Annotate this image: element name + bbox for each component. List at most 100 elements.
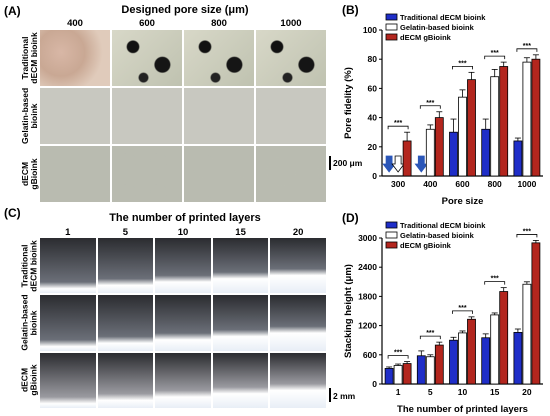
panel-a-image-r2-c2 [184,146,254,202]
panel-a-column-0: 400 [67,18,83,29]
chart-b-sig-bracket-1 [419,105,441,109]
panel-a-image-r0-c3 [256,30,326,86]
chart-b-sig-bracket-3 [484,55,506,60]
chart-b-legend-swatch-1 [385,23,398,31]
chart-d-x-axis-label: The number of printed layers [397,404,528,415]
chart-d-bar-2-2 [467,318,476,385]
chart-b-legend-label-1: Gelatin-based bioink [400,23,475,32]
chart-b-y-tick-label-2: 40 [368,113,378,123]
panel-c-image-r1-c2 [155,295,211,351]
panel-a-label: (A) [4,4,21,18]
panel-a-column-3: 1000 [280,18,302,29]
chart-b-sig-label-3: *** [491,50,499,57]
chart-b-bar-2-2 [467,79,476,177]
panel-c-column-1: 5 [122,227,129,238]
panel-c-column-4: 20 [292,227,304,238]
chart-d-y-tick-label-3: 1800 [358,291,377,301]
chart-b-panel-label: (B) [342,3,359,17]
panel-a-image-r0-c2 [184,30,254,86]
chart-d-x-tick-label-2: 10 [458,387,468,397]
chart-b-zero-arrow-0-0 [382,155,396,173]
chart-b-y-tick-label-1: 20 [368,142,378,152]
chart-d-bar-0-1 [416,355,426,385]
chart-b-bar-1-1 [425,128,435,177]
chart-b-bar-1-3 [490,76,500,177]
chart-b-bar-0-3 [481,128,491,177]
chart-d-y-tick-label-0: 0 [372,379,377,389]
panel-a-image-r1-c3 [256,88,326,144]
panel-a-row-label-2: dECM gBioink [20,158,39,190]
chart-d-legend-swatch-2 [385,241,398,249]
panel-a-column-2: 800 [211,18,227,29]
panel-c-image-r1-c1 [97,295,154,351]
chart-b-legend-label-0: Traditional dECM bioink [400,13,486,22]
chart-b-y-tick-label-3: 60 [368,83,378,93]
scale-bar-c-label: 2 mm [333,391,356,401]
chart-d-y-tick-label-4: 2400 [358,262,377,272]
chart-d-bar-2-4 [531,242,541,385]
panel-a-row-label-0: Traditional dECM bioink [20,32,39,84]
panel-c-image-r2-c2 [155,352,211,408]
panel-c-image-r0-c0 [40,238,96,294]
chart-d-bar-0-2 [449,339,458,385]
chart-d-bar-1-2 [458,332,467,385]
chart-b-bar-2-0 [402,140,412,177]
chart-b-bar-2-4 [531,58,541,177]
chart-b-sig-label-0: *** [394,120,402,127]
panel-c-image-r2-c0 [40,352,96,408]
chart-b-zero-arrow-1-0 [391,155,405,173]
chart-d-bar-1-3 [490,314,500,385]
chart-b-legend-swatch-2 [385,33,398,41]
chart-d-legend-label-1: Gelatin-based bioink [400,231,475,240]
chart-d-sig-bracket-1 [419,335,441,340]
panel-c-image-r2-c3 [212,352,269,408]
panel-c-image-r0-c2 [155,238,211,294]
panel-c-row-label-0: Traditional dECM bioink [19,239,39,292]
panel-c-image-r0-c4 [270,238,326,294]
pore-fidelity-chart: (B) 0 20 40 60 80 100 Pore fidelity (%) Pore siz… [342,3,543,207]
chart-d-y-tick-label-2: 1200 [358,321,377,331]
chart-d-sig-label-4: *** [523,228,531,235]
chart-b-sig-bracket-2 [452,65,473,70]
panel-a-image-r1-c1 [112,88,182,144]
chart-d-legend-label-0: Traditional dECM bioink [400,221,486,230]
chart-d-sig-bracket-4 [516,234,538,238]
chart-d-y-tick-label-1: 600 [363,350,377,360]
chart-b-bar-1-4 [522,61,532,177]
chart-d-sig-bracket-2 [452,310,473,314]
chart-d-sig-label-1: *** [426,330,434,337]
panel-c-image-r0-c3 [212,238,269,294]
panel-c-column-0: 1 [65,227,71,238]
chart-d-x-tick-label-3: 15 [490,387,500,397]
panel-a-column-1: 600 [139,18,155,29]
scale-bar-a [329,156,331,170]
panel-c-image-r0-c1 [97,238,154,294]
chart-d-sig-label-2: *** [458,305,466,312]
chart-b-bar-2-3 [499,66,509,177]
chart-d-sig-label-0: *** [394,350,402,357]
chart-b-bar-0-4 [513,140,523,177]
chart-b-x-axis-label: Pore size [442,196,484,207]
chart-d-bar-1-4 [522,283,532,385]
panel-a-image-r2-c3 [256,146,326,202]
chart-b-sig-bracket-4 [516,48,538,52]
panel-c-image-r1-c3 [212,295,269,351]
chart-d-bar-0-0 [384,368,394,385]
chart-d-bar-2-0 [402,363,412,385]
panel-a-image-r2-c1 [112,146,182,202]
panel-c-row-label-2: dECM gBioink [19,364,39,396]
chart-d-legend-swatch-1 [385,231,398,239]
chart-b-sig-label-2: *** [458,60,466,67]
panel-a-image-r0-c0 [40,30,110,86]
chart-b-bar-1-2 [458,96,467,177]
scale-bar-c [329,388,331,402]
panel-c-image-r1-c0 [40,295,96,351]
chart-d-y-axis-label: Stacking height (μm) [343,264,354,358]
panel-c-column-2: 10 [177,227,189,238]
chart-b-legend-label-2: dECM gBioink [400,33,452,42]
chart-b-zero-arrow-0-1 [414,155,429,173]
chart-d-sig-label-3: *** [491,276,499,283]
panel-c-image-r2-c4 [270,352,326,408]
panel-c-header: The number of printed layers [109,212,261,224]
chart-d-bar-1-1 [425,356,435,385]
